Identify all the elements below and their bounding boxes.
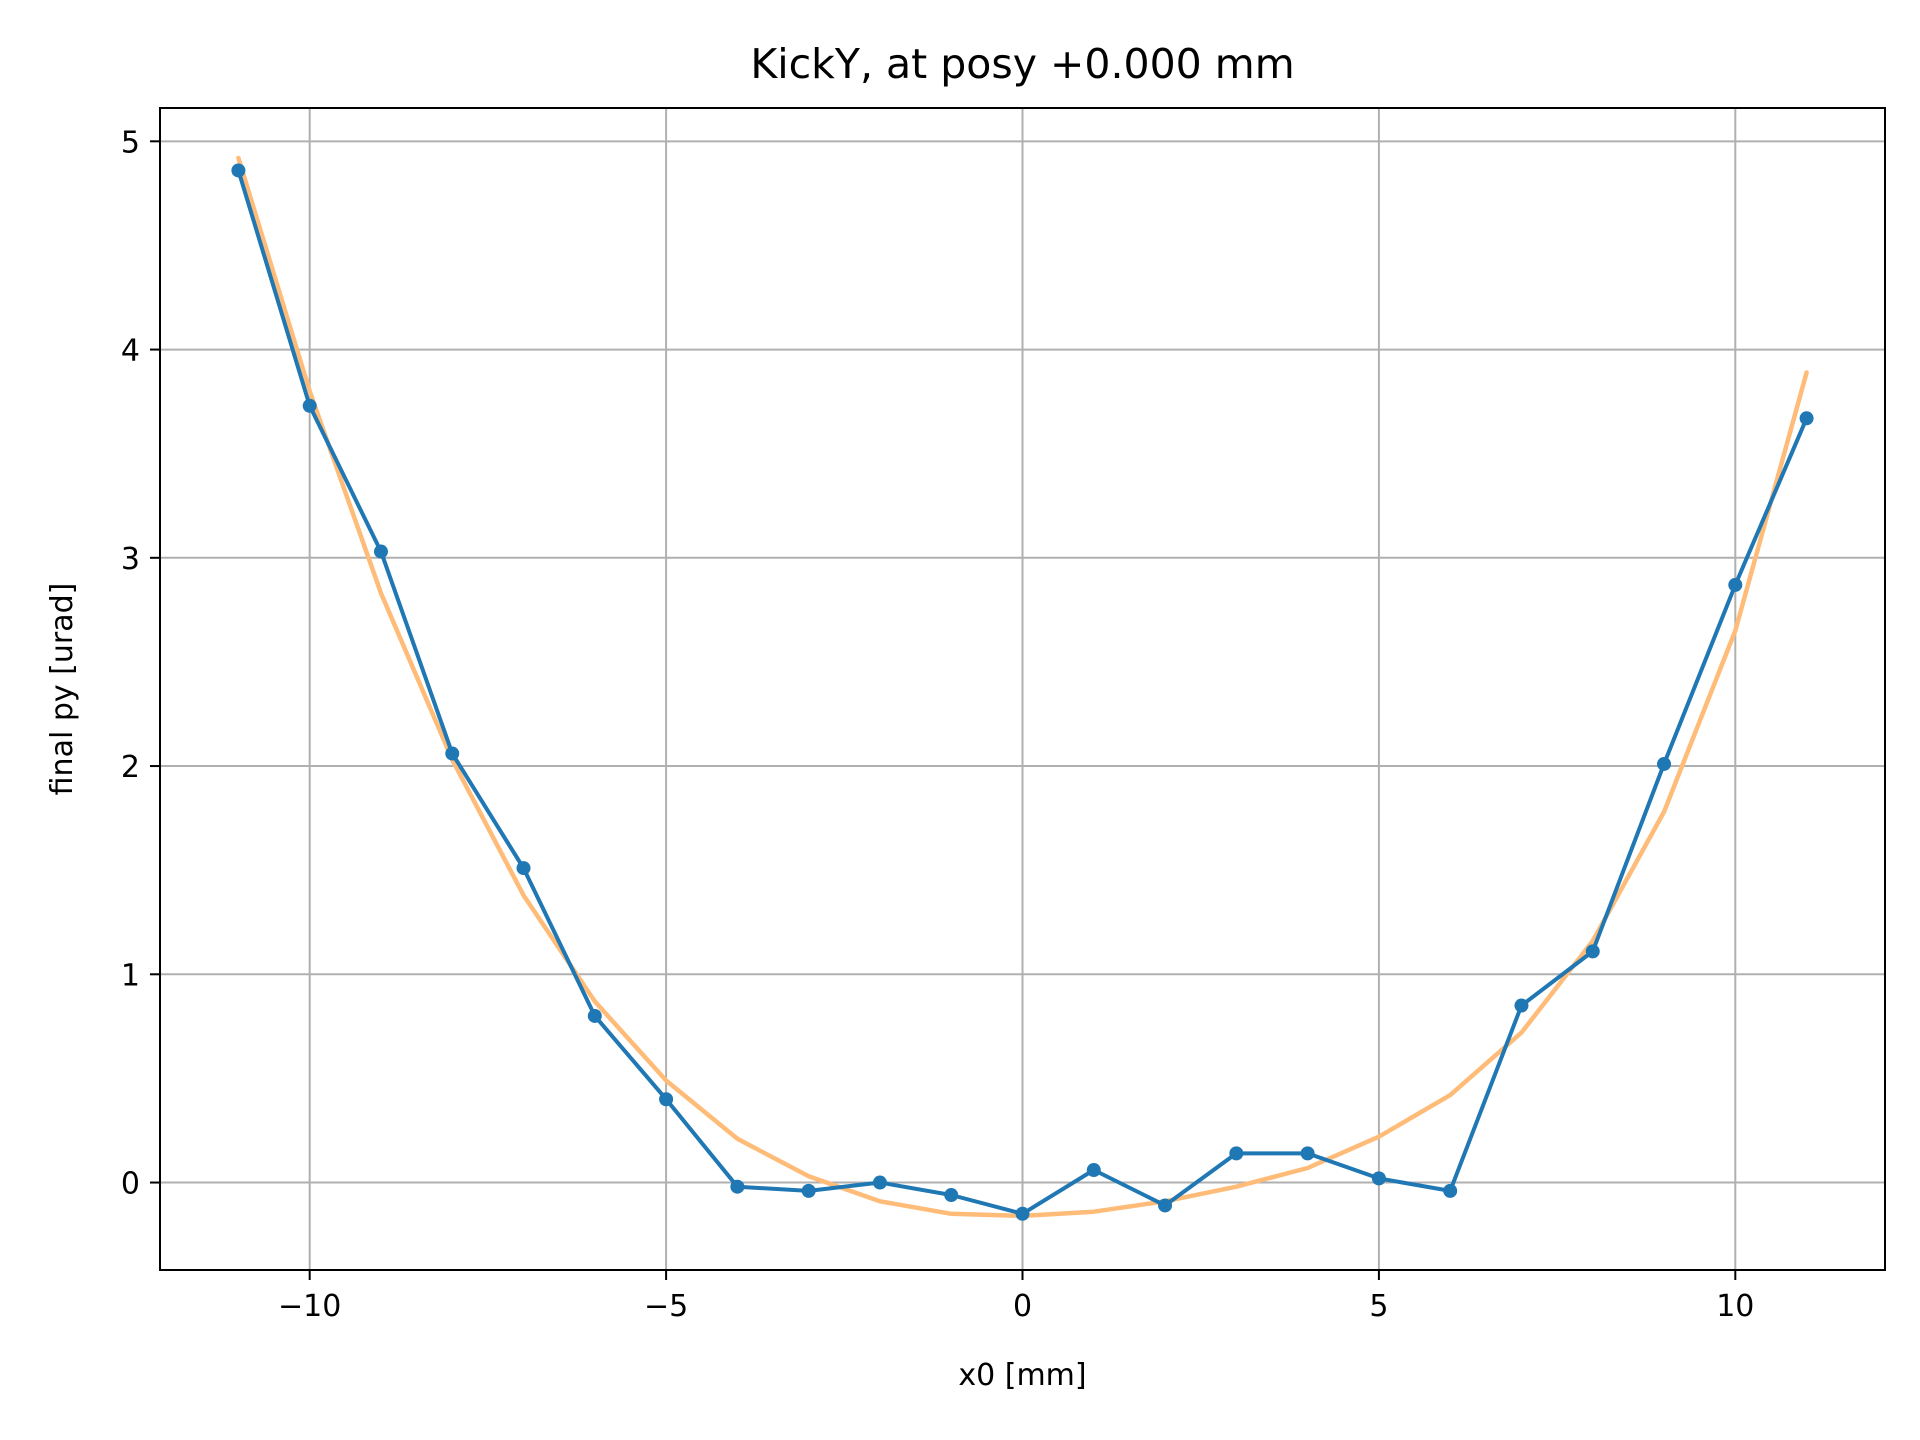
- y-tick-label: 1: [121, 958, 140, 993]
- series-1-point: [587, 1008, 602, 1023]
- series-1-point: [944, 1188, 959, 1203]
- x-tick-label: 5: [1369, 1289, 1388, 1324]
- series-1-point: [872, 1175, 887, 1190]
- x-tick-label: −5: [644, 1289, 688, 1324]
- series-1-point: [1015, 1206, 1030, 1221]
- series-1-point: [1799, 411, 1814, 426]
- series-1-point: [1443, 1183, 1458, 1198]
- series-1-point: [373, 544, 388, 559]
- series-1-point: [659, 1092, 674, 1107]
- series-1-point: [801, 1183, 816, 1198]
- series-1-point: [1657, 756, 1672, 771]
- y-tick-label: 3: [121, 542, 140, 577]
- x-tick-label: −10: [278, 1289, 341, 1324]
- series-1-point: [1300, 1146, 1315, 1161]
- series-1-point: [730, 1179, 745, 1194]
- series-1-point: [516, 861, 531, 876]
- series-layer: [231, 155, 1814, 1221]
- y-tick-label: 4: [121, 334, 140, 369]
- series-1-point: [1229, 1146, 1244, 1161]
- x-axis-label: x0 [mm]: [958, 1358, 1086, 1393]
- series-1-point: [1371, 1171, 1386, 1186]
- chart-title: KickY, at posy +0.000 mm: [750, 40, 1294, 88]
- x-tick-label: 0: [1013, 1289, 1032, 1324]
- series-1-point: [445, 746, 460, 761]
- axis-ticks: −10 −5 0 5 10 0 1 2 3 4 5: [121, 125, 1754, 1324]
- y-axis-label: final py [urad]: [45, 583, 80, 796]
- series-1-point: [1728, 577, 1743, 592]
- series-1: [231, 163, 1814, 1221]
- series-1-point: [1585, 944, 1600, 959]
- grid-lines: [160, 108, 1885, 1270]
- series-1-point: [1514, 998, 1529, 1013]
- y-tick-label: 2: [121, 750, 140, 785]
- series-1-point: [302, 398, 317, 413]
- y-tick-label: 5: [121, 125, 140, 160]
- series-1-point: [1158, 1198, 1173, 1213]
- series-1-point: [1086, 1163, 1101, 1178]
- x-tick-label: 10: [1716, 1289, 1754, 1324]
- series-1-point: [231, 163, 246, 178]
- y-tick-label: 0: [121, 1167, 140, 1202]
